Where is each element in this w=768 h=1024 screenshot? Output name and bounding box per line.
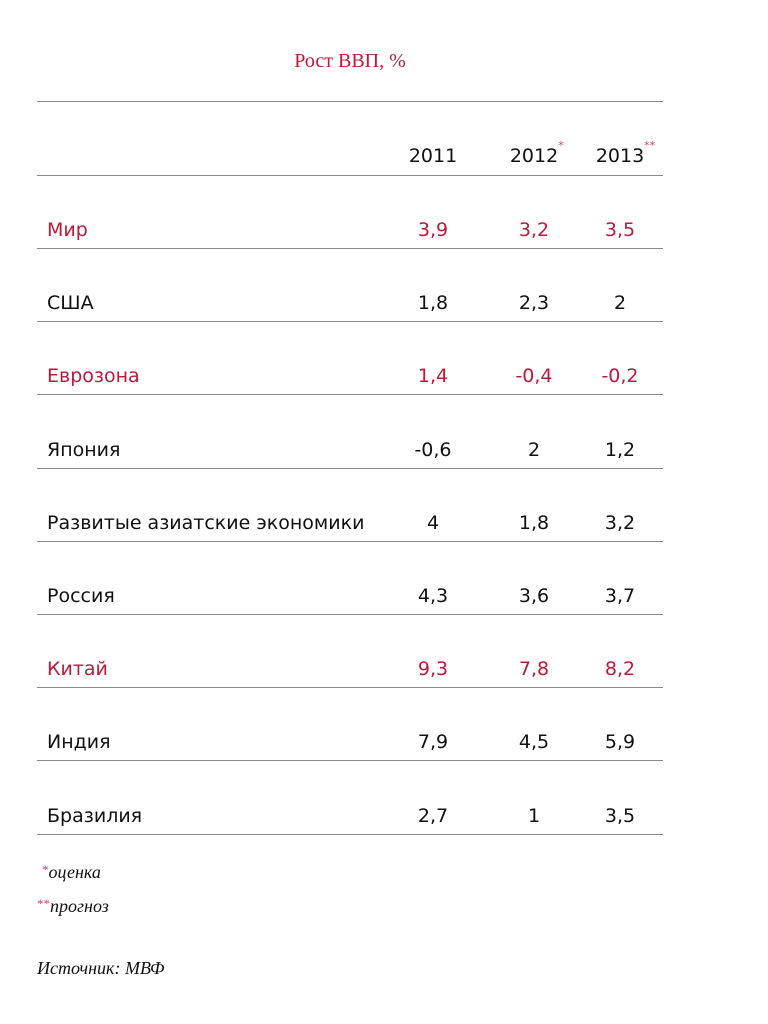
column-header-2011: 2011 xyxy=(408,145,458,167)
value-cell: 3,2 xyxy=(518,219,550,241)
row-rule xyxy=(37,760,663,762)
value-cell: -0,4 xyxy=(515,365,553,388)
column-header-2013: 2013 ** xyxy=(595,139,656,167)
value-cell: -0,6 xyxy=(414,438,452,461)
row-label: Бразилия xyxy=(47,804,143,827)
row-label: Еврозона xyxy=(47,365,140,388)
value-cell: 2 xyxy=(527,438,541,461)
value-cell: 9,3 xyxy=(417,658,449,681)
value-cell: 1,4 xyxy=(417,365,449,388)
value-cell: 3,5 xyxy=(604,219,636,241)
row-rule xyxy=(37,833,663,835)
row-rule xyxy=(37,248,663,249)
value-cell: 1,8 xyxy=(417,292,449,315)
value-cell: 1 xyxy=(527,804,541,827)
value-cell: 4,3 xyxy=(417,585,449,607)
row-label: Россия xyxy=(47,585,115,607)
table-title: Рост ВВП, % xyxy=(294,50,406,72)
value-cell: 5,9 xyxy=(604,731,636,754)
column-header-2012: 2012 * xyxy=(509,139,564,167)
value-cell: 2,7 xyxy=(417,804,449,827)
value-cell: 3,7 xyxy=(604,585,636,607)
row-label: Япония xyxy=(47,438,121,461)
value-cell: 2 xyxy=(613,292,627,315)
row-rule xyxy=(37,467,663,469)
footnote-mark: ** xyxy=(644,139,656,152)
row-label: Мир xyxy=(47,219,88,241)
value-cell: 8,2 xyxy=(604,658,636,681)
value-cell: 3,2 xyxy=(604,511,636,534)
value-cell: 2,3 xyxy=(518,292,550,315)
value-cell: 4 xyxy=(426,511,440,534)
value-cell: 1,2 xyxy=(604,438,636,461)
row-label: США xyxy=(47,292,94,315)
top-rule xyxy=(37,101,663,102)
footnote-mark: * xyxy=(558,139,564,152)
source-note: Источник: МВФ xyxy=(37,958,165,978)
row-rule xyxy=(37,614,663,615)
note-forecast: **прогноз xyxy=(37,896,109,916)
row-rule xyxy=(37,540,663,542)
value-cell: -0,2 xyxy=(601,365,639,388)
header-rule xyxy=(37,175,663,176)
value-cell: 3,9 xyxy=(417,219,449,241)
row-label: Развитые азиатские экономики xyxy=(47,511,365,534)
row-rule xyxy=(37,394,663,396)
row-rule xyxy=(37,321,663,323)
row-rule xyxy=(37,687,663,689)
value-cell: 4,5 xyxy=(518,731,550,754)
row-label: Индия xyxy=(47,731,111,754)
row-label: Китай xyxy=(47,658,108,681)
value-cell: 3,6 xyxy=(518,585,550,607)
note-estimate: *оценка xyxy=(42,862,101,882)
value-cell: 7,9 xyxy=(417,731,449,754)
value-cell: 1,8 xyxy=(518,511,550,534)
value-cell: 7,8 xyxy=(518,658,550,681)
value-cell: 3,5 xyxy=(604,804,636,827)
